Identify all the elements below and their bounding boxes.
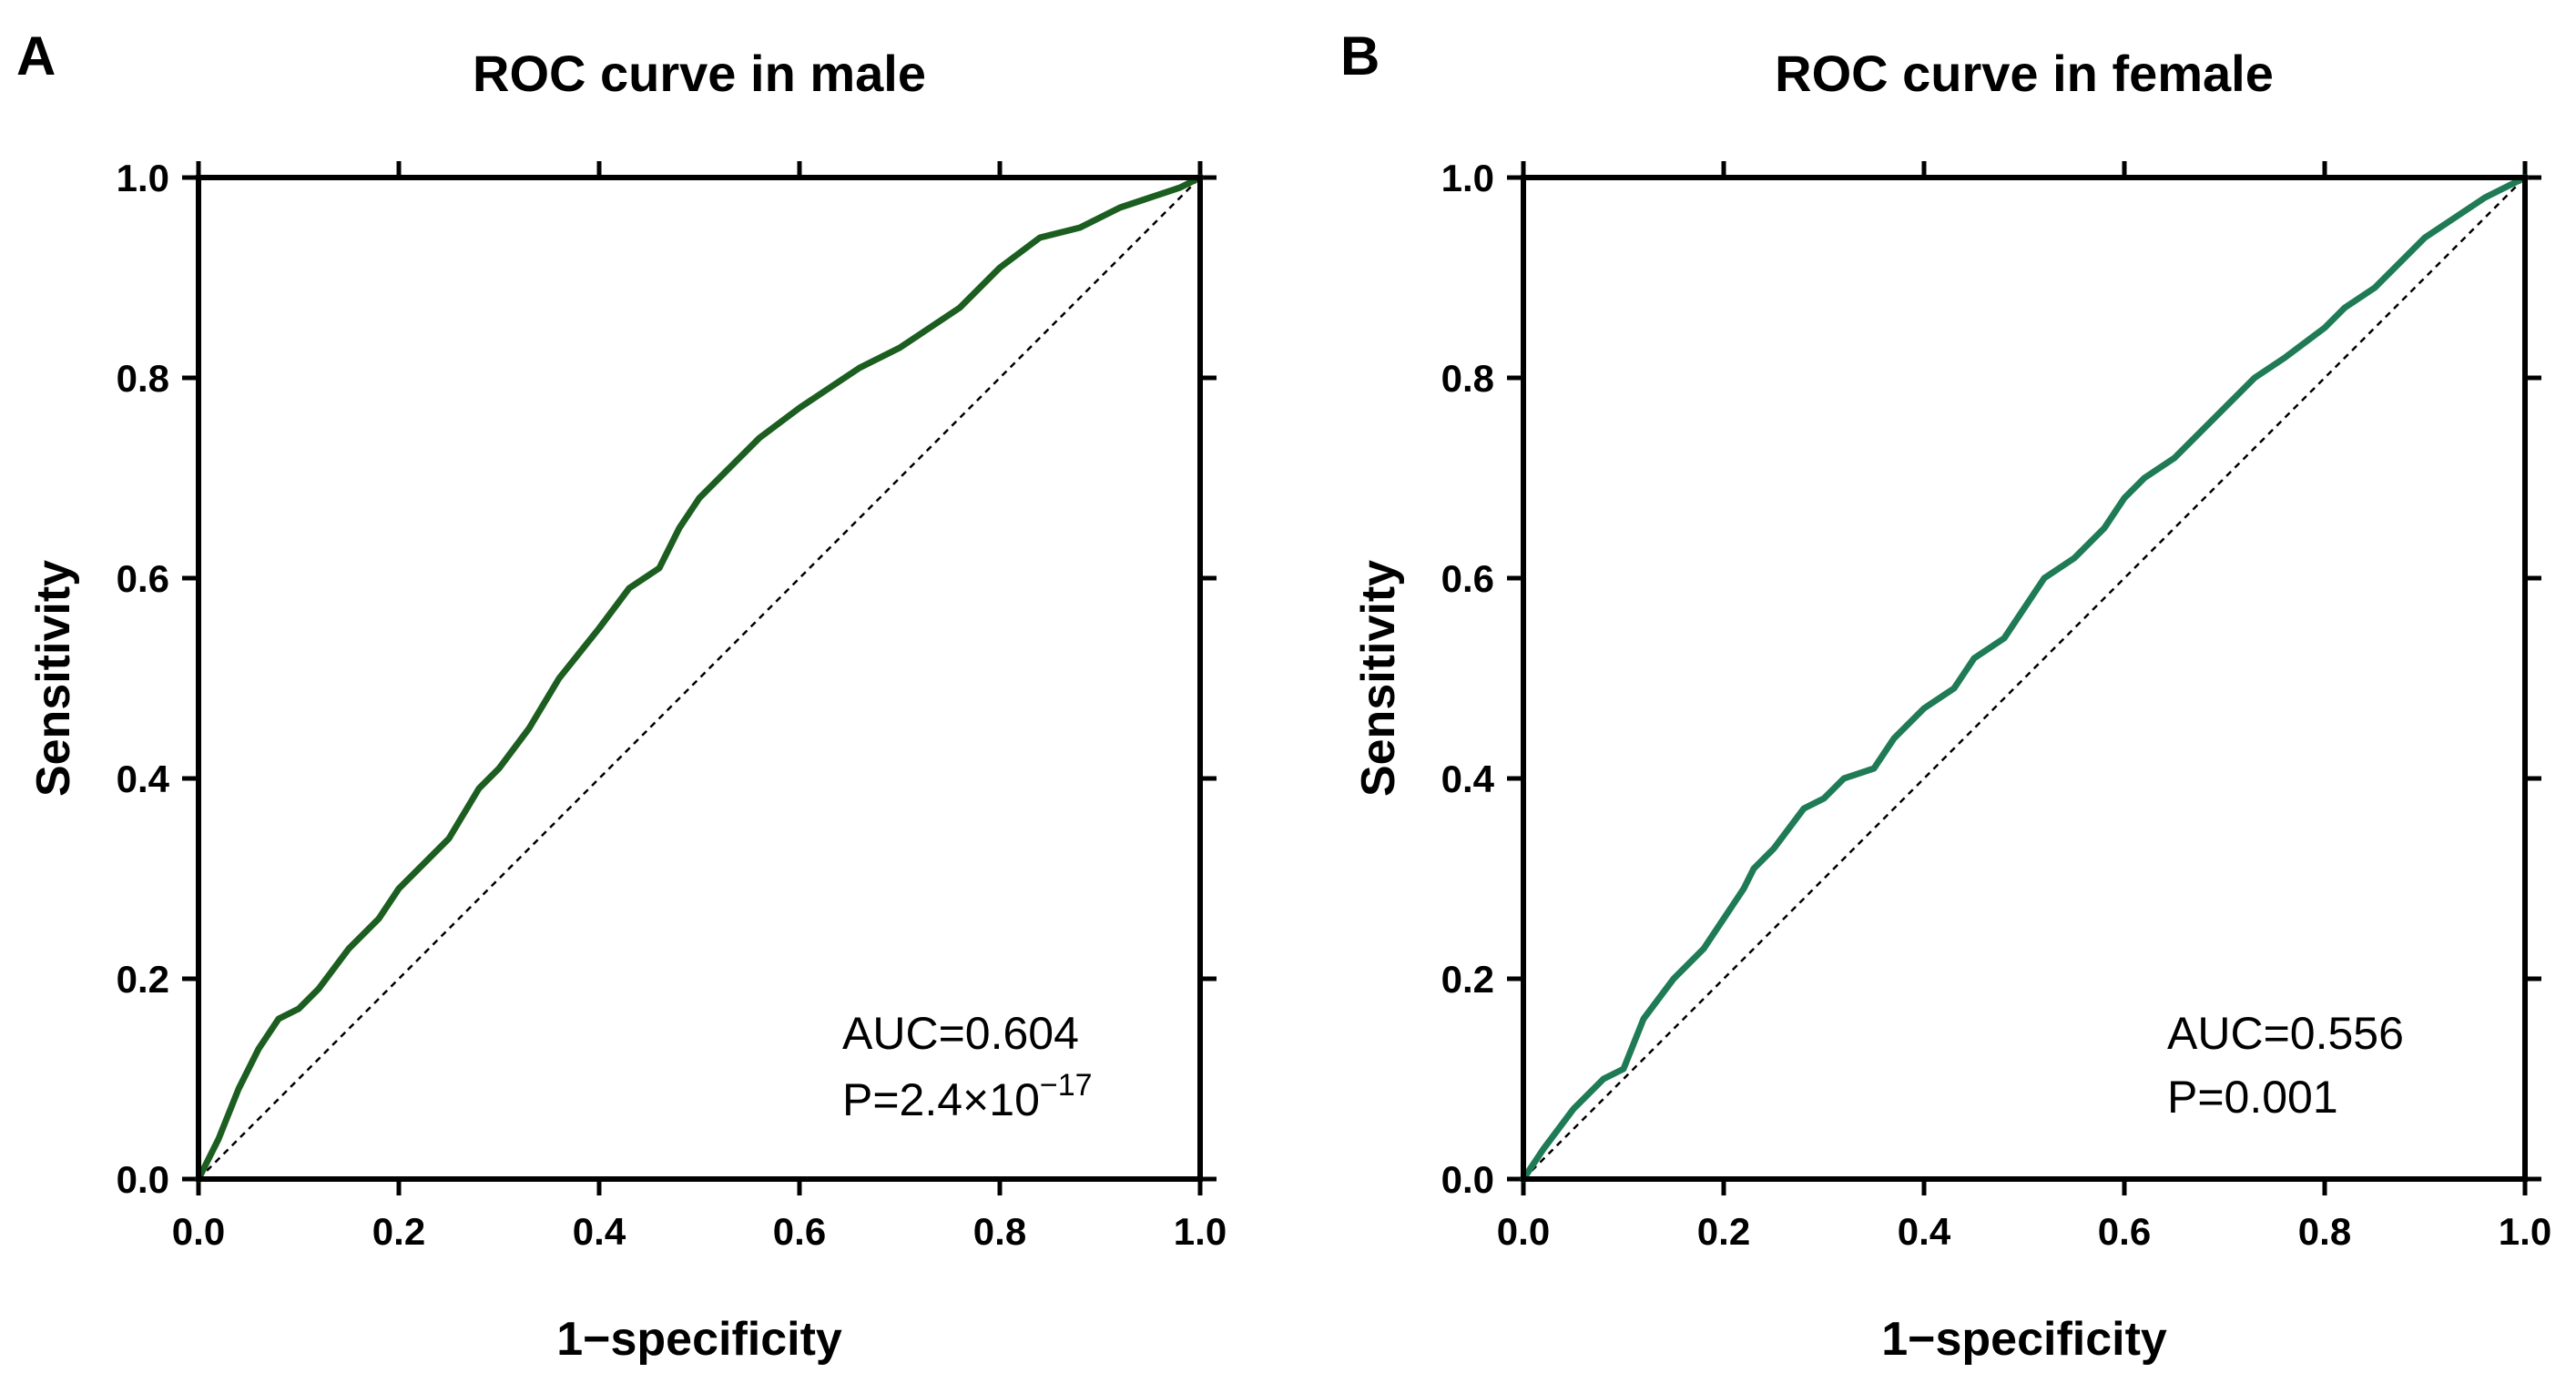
panel-a: A ROC curve in male Sensitivity 1−specif… bbox=[16, 25, 1227, 1366]
panel-a-x-axis-label: 1−specificity bbox=[556, 1313, 842, 1366]
panel-b-axes bbox=[1521, 175, 2528, 1182]
panel-b-auc-label: AUC=0.556 bbox=[2167, 1008, 2404, 1059]
y-tick-label: 0.0 bbox=[1441, 1158, 1494, 1201]
panel-b-plot-frame bbox=[1521, 175, 2528, 1182]
panel-b-p-value-base: P=0.001 bbox=[2167, 1072, 2338, 1123]
panel-b-ticks: 0.0 0.2 0.4 0.6 0.8 1.0 0.0 0.2 0.4 0.6 0.8 1.0 bbox=[1441, 157, 2552, 1253]
y-tick-label: 0.8 bbox=[1441, 357, 1494, 400]
y-tick-label: 1.0 bbox=[1441, 157, 1494, 199]
y-tick-label: 1.0 bbox=[117, 157, 169, 199]
x-tick-label: 0.4 bbox=[573, 1210, 626, 1253]
x-tick-label: 0.4 bbox=[1898, 1210, 1951, 1253]
y-tick-label: 0.0 bbox=[117, 1158, 169, 1201]
x-tick-label: 0.8 bbox=[2298, 1210, 2351, 1253]
y-tick-label: 0.4 bbox=[1441, 758, 1495, 800]
panel-a-letter: A bbox=[16, 25, 56, 86]
panel-b-p-value-label: P=0.001 bbox=[2167, 1072, 2338, 1123]
panel-a-y-axis-label: Sensitivity bbox=[27, 560, 80, 797]
panel-a-p-value-label: P=2.4×10−17 bbox=[842, 1068, 1093, 1125]
panel-b-title: ROC curve in female bbox=[1775, 45, 2274, 102]
x-tick-label: 0.6 bbox=[773, 1210, 826, 1253]
x-tick-label: 0.0 bbox=[1497, 1210, 1550, 1253]
x-tick-label: 0.2 bbox=[372, 1210, 425, 1253]
panel-a-roc-curve bbox=[195, 174, 1204, 1183]
x-tick-label: 1.0 bbox=[1174, 1210, 1227, 1253]
y-tick-label: 0.6 bbox=[1441, 557, 1494, 600]
y-tick-label: 0.8 bbox=[117, 357, 169, 400]
panel-a-p-value-exponent: −17 bbox=[1040, 1068, 1093, 1103]
panel-b-x-axis-label: 1−specificity bbox=[1881, 1313, 2167, 1366]
panel-a-auc-label: AUC=0.604 bbox=[842, 1008, 1079, 1059]
y-tick-label: 0.4 bbox=[117, 758, 170, 800]
y-tick-label: 0.2 bbox=[1441, 958, 1494, 1001]
panel-a-axes bbox=[196, 175, 1203, 1182]
x-tick-label: 0.8 bbox=[973, 1210, 1026, 1253]
roc-series-line bbox=[1520, 174, 2529, 1183]
y-tick-label: 0.2 bbox=[117, 958, 169, 1001]
y-tick-label: 0.6 bbox=[117, 557, 169, 600]
x-tick-label: 0.2 bbox=[1697, 1210, 1750, 1253]
panel-b-roc-curve bbox=[1520, 174, 2529, 1183]
panel-b-letter: B bbox=[1340, 25, 1380, 86]
x-tick-label: 0.0 bbox=[172, 1210, 225, 1253]
x-tick-label: 0.6 bbox=[2098, 1210, 2151, 1253]
panel-b-y-axis-label: Sensitivity bbox=[1352, 560, 1405, 797]
x-tick-label: 1.0 bbox=[2499, 1210, 2551, 1253]
panel-a-plot-frame bbox=[196, 175, 1203, 1182]
panel-a-title: ROC curve in male bbox=[473, 45, 926, 102]
panel-a-p-value-base: P=2.4×10 bbox=[842, 1074, 1040, 1125]
roc-series-line bbox=[195, 174, 1204, 1183]
panel-b: B ROC curve in female Sensitivity 1−spec… bbox=[1340, 25, 2551, 1366]
panel-a-ticks: 0.0 0.2 0.4 0.6 0.8 1.0 0.0 0.2 0.4 0.6 0.8 1.0 bbox=[117, 157, 1227, 1253]
